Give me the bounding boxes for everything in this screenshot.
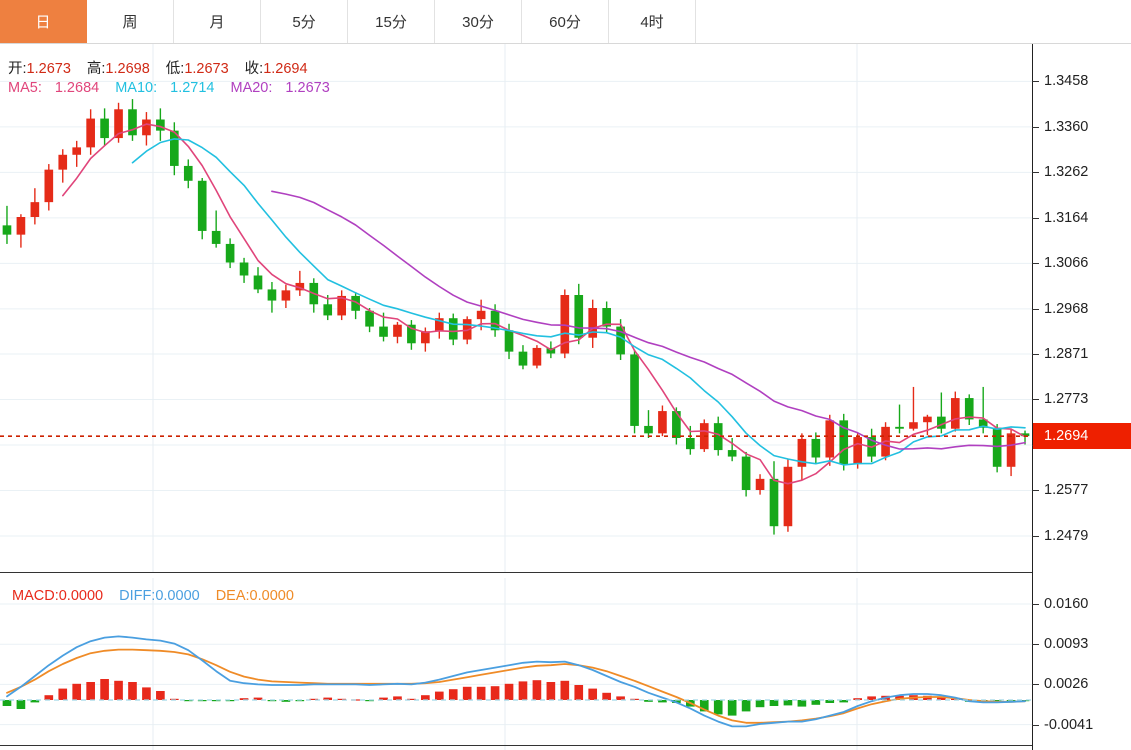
macd-tick-0: 0.0160 xyxy=(1044,596,1089,612)
macd-value: 0.0000 xyxy=(58,588,104,604)
price-tick-6-tick xyxy=(1032,353,1039,355)
macd-chart-panel[interactable] xyxy=(0,578,1131,750)
diff-value: 0.0000 xyxy=(155,588,200,604)
tab-bar-filler xyxy=(696,0,1131,43)
ma10-label: MA10: xyxy=(115,80,158,96)
price-axis-line xyxy=(1032,44,1033,750)
macd-label: MACD: xyxy=(12,588,59,604)
tab-1[interactable]: 周 xyxy=(87,0,174,43)
tab-5[interactable]: 30分 xyxy=(435,0,522,43)
macd-plot xyxy=(0,578,1032,750)
macd-baseline-border xyxy=(0,745,1032,746)
macd-tick-0-tick xyxy=(1032,604,1039,605)
price-tick-2: 1.3262 xyxy=(1044,164,1089,181)
tab-2[interactable]: 月 xyxy=(174,0,261,43)
macd-tick-1-tick xyxy=(1032,644,1039,646)
low-value: 1.2673 xyxy=(184,61,229,77)
dea-value: 0.0000 xyxy=(249,588,294,604)
low-label: 低: xyxy=(165,61,185,77)
tab-3[interactable]: 5分 xyxy=(261,0,348,43)
last-price-badge: 1.2694 xyxy=(1033,423,1131,450)
price-chart-panel[interactable] xyxy=(0,44,1131,572)
panel-divider xyxy=(0,572,1032,573)
ma20-value: 1.2673 xyxy=(285,80,330,96)
high-label: 高: xyxy=(86,61,106,77)
ma20-label: MA20: xyxy=(230,80,273,96)
high-value: 1.2698 xyxy=(105,61,150,77)
price-tick-5-tick xyxy=(1032,308,1039,310)
macd-tick-2-tick xyxy=(1032,684,1039,686)
price-tick-2-tick xyxy=(1032,172,1039,174)
price-tick-4-tick xyxy=(1032,263,1039,265)
macd-tick-2: 0.0026 xyxy=(1044,676,1089,693)
macd-tick-3-tick xyxy=(1032,724,1039,726)
open-label: 开: xyxy=(8,61,27,77)
ma10-value: 1.2714 xyxy=(170,80,215,96)
price-tick-10: 1.2479 xyxy=(1044,527,1089,544)
tab-7[interactable]: 4时 xyxy=(609,0,696,43)
price-tick-7: 1.2773 xyxy=(1044,391,1089,408)
candlestick-plot xyxy=(0,44,1032,572)
price-tick-9: 1.2577 xyxy=(1044,482,1089,499)
price-tick-7-tick xyxy=(1032,399,1039,401)
price-tick-10-tick xyxy=(1032,535,1039,537)
ma5-label: MA5: xyxy=(8,80,42,96)
close-value: 1.2694 xyxy=(263,61,308,77)
macd-legend: MACD:0.0000 DIFF:0.0000 DEA:0.0000 xyxy=(12,588,294,604)
tab-6[interactable]: 60分 xyxy=(522,0,609,43)
price-tick-5: 1.2968 xyxy=(1044,300,1089,317)
ma5-value: 1.2684 xyxy=(54,80,100,96)
price-tick-1: 1.3360 xyxy=(1044,118,1089,135)
price-tick-6: 1.2871 xyxy=(1044,345,1089,362)
macd-tick-1: 0.0093 xyxy=(1044,636,1089,653)
moving-average-legend: MA5: 1.2684 MA10: 1.2714 MA20: 1.2673 xyxy=(8,80,330,96)
diff-label: DIFF: xyxy=(119,588,156,604)
dea-label: DEA: xyxy=(215,588,250,604)
tab-4[interactable]: 15分 xyxy=(348,0,435,43)
price-tick-3-tick xyxy=(1032,217,1039,219)
price-tick-1-tick xyxy=(1032,126,1039,128)
close-label: 收: xyxy=(244,61,264,77)
price-tick-4: 1.3066 xyxy=(1044,255,1089,272)
price-tick-0-tick xyxy=(1032,81,1039,83)
period-tab-bar[interactable]: 日周月 5分 15分 30分 60分 4时 xyxy=(0,0,1131,44)
price-tick-0: 1.3458 xyxy=(1044,73,1089,90)
price-tick-3: 1.3164 xyxy=(1044,209,1089,226)
open-value: 1.2673 xyxy=(26,61,71,77)
price-tick-9-tick xyxy=(1032,490,1039,492)
tab-0[interactable]: 日 xyxy=(0,0,87,43)
ohlc-legend: 开:1.2673 高:1.2698 低:1.2673 收:1.2694 xyxy=(8,57,308,78)
macd-tick-3: -0.0041 xyxy=(1044,716,1094,733)
